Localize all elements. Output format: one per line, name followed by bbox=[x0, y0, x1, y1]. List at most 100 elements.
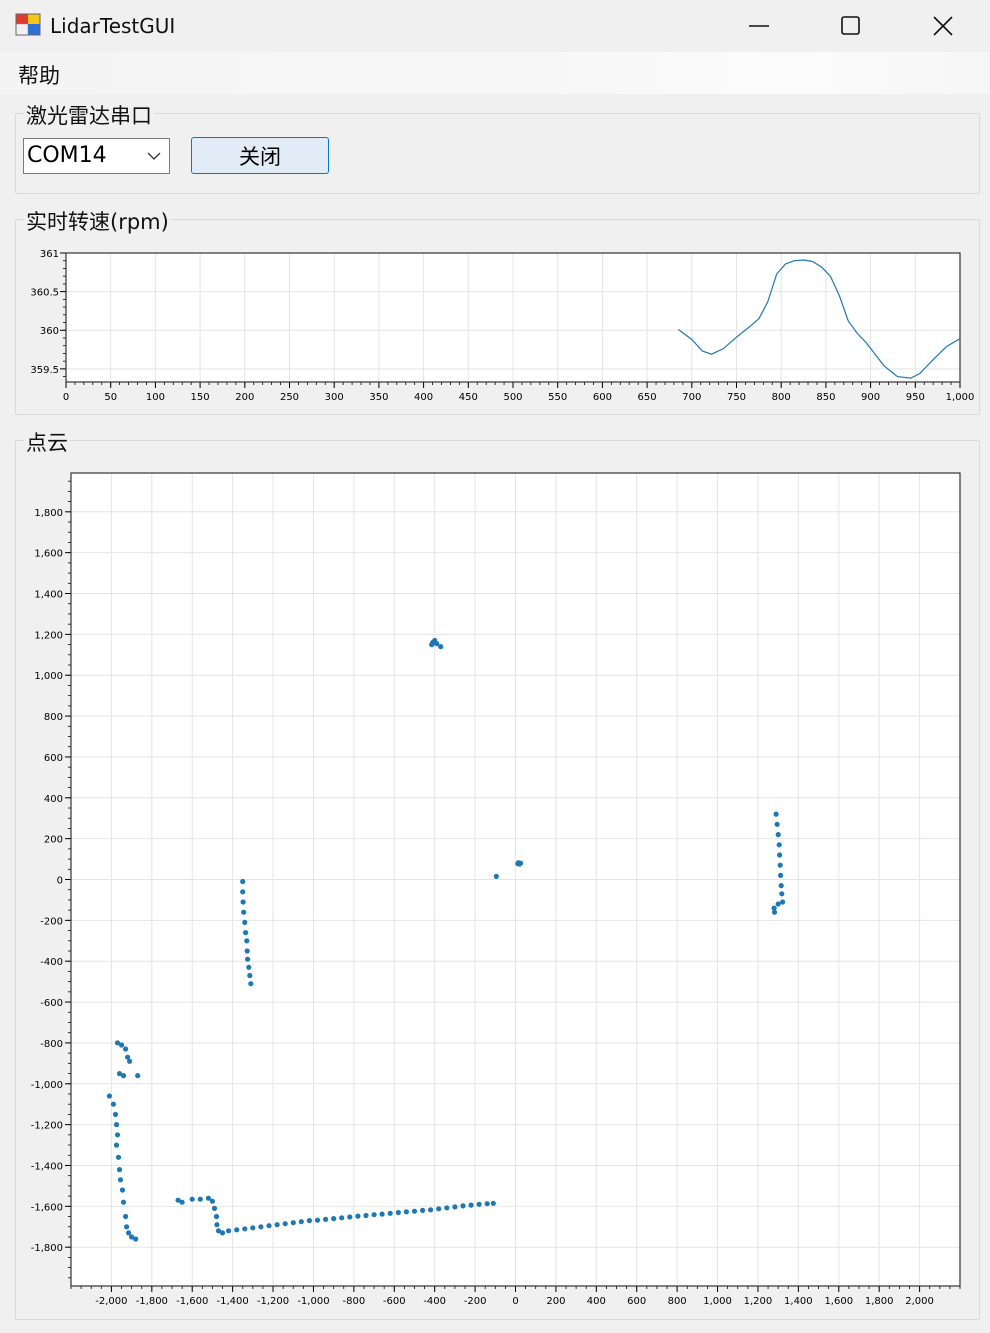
cloud-point bbox=[444, 1205, 450, 1211]
x-tick-label: 100 bbox=[146, 392, 165, 403]
x-tick-label: 600 bbox=[627, 1296, 646, 1307]
y-tick-label: 360.5 bbox=[30, 288, 59, 299]
x-tick-label: 300 bbox=[325, 392, 344, 403]
y-tick-label: 400 bbox=[44, 794, 63, 805]
cloud-point bbox=[774, 821, 780, 827]
cloud-point bbox=[241, 909, 247, 915]
cloud-point bbox=[775, 832, 781, 838]
rpm-group bbox=[15, 219, 980, 415]
y-tick-label: 359.5 bbox=[30, 365, 59, 376]
cloud-point bbox=[175, 1197, 181, 1203]
cloud-point bbox=[429, 642, 435, 648]
chevron-down-icon bbox=[147, 152, 161, 160]
x-tick-label: 700 bbox=[682, 392, 701, 403]
point-cloud-group bbox=[15, 440, 980, 1320]
cloud-point bbox=[436, 1206, 442, 1212]
cloud-point bbox=[244, 948, 250, 954]
close-icon bbox=[933, 16, 953, 36]
plot-frame bbox=[65, 252, 961, 383]
cloud-point bbox=[129, 1234, 135, 1240]
x-tick-label: 1,800 bbox=[865, 1296, 894, 1307]
cloud-point bbox=[119, 1187, 126, 1193]
minimize-icon bbox=[749, 25, 769, 27]
y-tick-label: -1,400 bbox=[31, 1161, 63, 1172]
cloud-point bbox=[387, 1210, 393, 1216]
x-tick-label: 1,200 bbox=[744, 1296, 773, 1307]
cloud-point bbox=[112, 1111, 119, 1117]
cloud-point bbox=[205, 1195, 211, 1201]
cloud-point bbox=[125, 1054, 131, 1060]
x-tick-label: 500 bbox=[503, 392, 522, 403]
x-tick-label: 0 bbox=[63, 392, 69, 403]
cloud-point bbox=[126, 1230, 132, 1236]
minimize-button[interactable] bbox=[713, 0, 805, 52]
cloud-point bbox=[124, 1224, 130, 1230]
y-tick-label: 1,000 bbox=[34, 671, 63, 682]
cloud-point bbox=[219, 1230, 226, 1236]
cloud-point bbox=[113, 1142, 120, 1148]
cloud-point bbox=[127, 1058, 133, 1064]
serial-port-group bbox=[15, 113, 980, 194]
x-tick-label: 750 bbox=[727, 392, 746, 403]
y-tick-label: 1,600 bbox=[34, 549, 63, 560]
x-tick-label: 450 bbox=[459, 392, 478, 403]
cloud-point bbox=[243, 930, 249, 936]
cloud-point bbox=[274, 1222, 280, 1228]
maximize-button[interactable] bbox=[805, 0, 897, 52]
cloud-point bbox=[395, 1209, 401, 1216]
x-tick-label: 800 bbox=[668, 1296, 687, 1307]
cloud-point bbox=[213, 1213, 220, 1220]
cloud-point bbox=[266, 1223, 272, 1229]
serial-port-group-title: 激光雷达串口 bbox=[24, 100, 154, 130]
x-tick-label: 950 bbox=[906, 392, 925, 403]
y-tick-label: 360 bbox=[40, 326, 59, 337]
cloud-point bbox=[123, 1213, 129, 1220]
cloud-point bbox=[110, 1101, 116, 1107]
serial-port-value: COM14 bbox=[27, 143, 107, 168]
cloud-point bbox=[468, 1202, 474, 1208]
cloud-point bbox=[114, 1040, 121, 1046]
app-icon bbox=[15, 13, 41, 36]
cloud-point bbox=[298, 1219, 304, 1225]
cloud-point bbox=[452, 1204, 458, 1210]
title-bar: LidarTestGUI bbox=[0, 0, 990, 52]
x-tick-label: -1,600 bbox=[176, 1296, 208, 1307]
cloud-point bbox=[434, 641, 440, 647]
cloud-point bbox=[403, 1209, 409, 1215]
cloud-point bbox=[240, 889, 246, 895]
cloud-point bbox=[371, 1212, 377, 1218]
cloud-point bbox=[420, 1207, 426, 1213]
y-tick-label: 600 bbox=[44, 753, 63, 764]
x-tick-label: 1,600 bbox=[824, 1296, 853, 1307]
cloud-point bbox=[123, 1046, 129, 1052]
maximize-icon bbox=[841, 16, 860, 35]
x-tick-label: -1,800 bbox=[136, 1296, 168, 1307]
x-tick-label: -1,200 bbox=[257, 1296, 289, 1307]
cloud-point bbox=[438, 644, 444, 650]
cloud-point bbox=[215, 1228, 222, 1234]
close-window-button[interactable] bbox=[897, 0, 989, 52]
cloud-point bbox=[116, 1167, 123, 1173]
cloud-point bbox=[106, 1093, 112, 1099]
x-tick-label: 150 bbox=[191, 392, 210, 403]
menu-item-help[interactable]: 帮助 bbox=[18, 64, 60, 88]
cloud-point bbox=[115, 1154, 122, 1160]
cloud-point bbox=[258, 1224, 264, 1230]
x-tick-label: -1,400 bbox=[217, 1296, 249, 1307]
cloud-point bbox=[775, 901, 781, 907]
rpm-group-title: 实时转速(rpm) bbox=[24, 206, 171, 236]
y-tick-label: -600 bbox=[40, 998, 63, 1009]
x-tick-label: 0 bbox=[512, 1296, 518, 1307]
y-tick-label: 0 bbox=[57, 876, 63, 887]
close-port-button[interactable]: 关闭 bbox=[191, 137, 329, 174]
x-tick-label: 600 bbox=[593, 392, 612, 403]
cloud-point bbox=[197, 1196, 203, 1202]
cloud-point bbox=[773, 811, 779, 817]
serial-port-select[interactable]: COM14 bbox=[23, 138, 170, 174]
cloud-point bbox=[135, 1073, 141, 1079]
cloud-point bbox=[411, 1208, 418, 1214]
cloud-point bbox=[306, 1218, 312, 1224]
plot-frame bbox=[70, 472, 961, 1287]
cloud-point bbox=[460, 1203, 466, 1209]
cloud-point bbox=[780, 899, 786, 905]
